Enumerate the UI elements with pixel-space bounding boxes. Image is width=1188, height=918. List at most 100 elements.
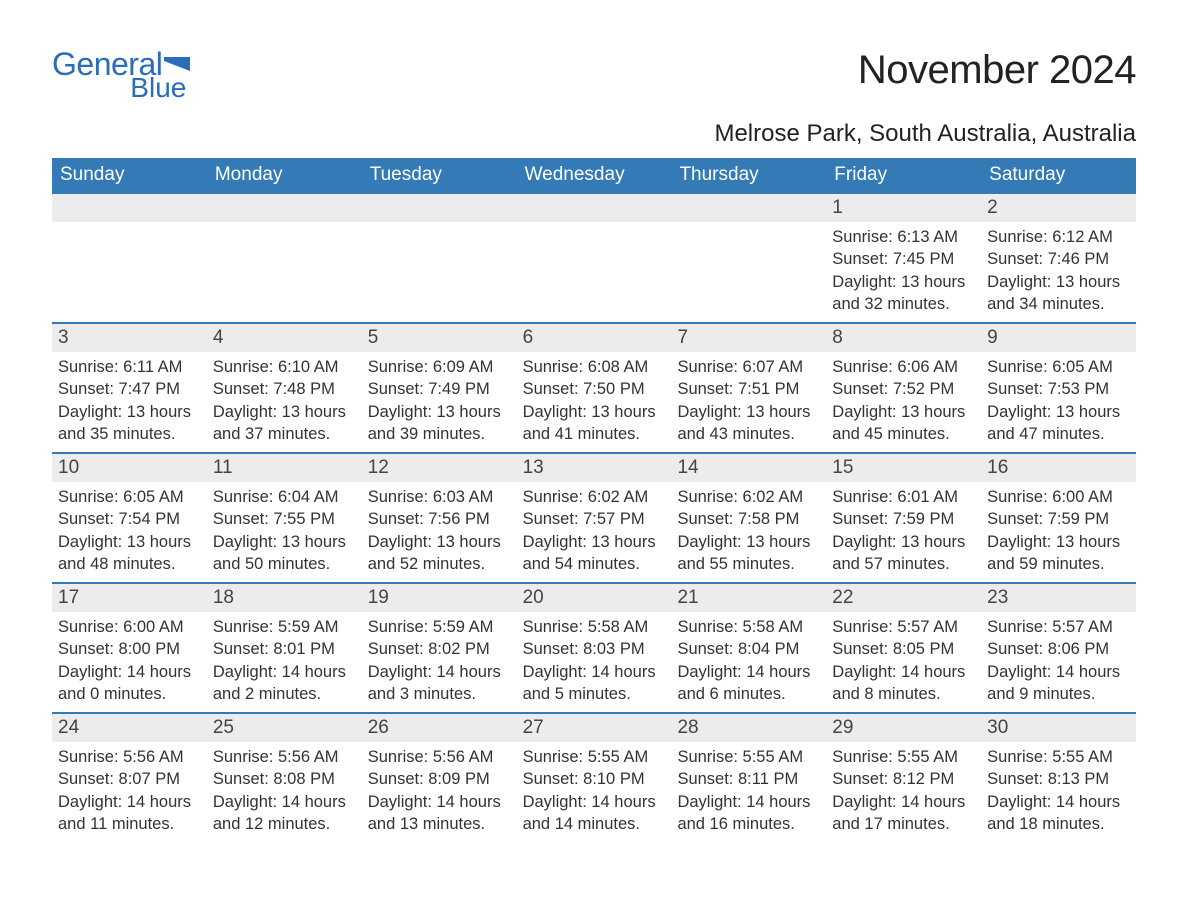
sunrise-text: Sunrise: 6:01 AM: [832, 486, 975, 508]
daylight-line2: and 37 minutes.: [213, 423, 356, 445]
day-cell: 21Sunrise: 5:58 AMSunset: 8:04 PMDayligh…: [671, 584, 826, 712]
sunset-text: Sunset: 7:51 PM: [677, 378, 820, 400]
sunrise-text: Sunrise: 6:02 AM: [677, 486, 820, 508]
day-number: [52, 194, 207, 222]
day-number: 3: [52, 324, 207, 352]
daylight-line2: and 47 minutes.: [987, 423, 1130, 445]
day-number: 23: [981, 584, 1136, 612]
daylight-line2: and 12 minutes.: [213, 813, 356, 835]
week-row: 10Sunrise: 6:05 AMSunset: 7:54 PMDayligh…: [52, 452, 1136, 582]
day-cell: 30Sunrise: 5:55 AMSunset: 8:13 PMDayligh…: [981, 714, 1136, 842]
day-number: 21: [671, 584, 826, 612]
day-content: Sunrise: 6:04 AMSunset: 7:55 PMDaylight:…: [207, 482, 362, 579]
day-content: Sunrise: 5:58 AMSunset: 8:03 PMDaylight:…: [517, 612, 672, 709]
day-cell: 24Sunrise: 5:56 AMSunset: 8:07 PMDayligh…: [52, 714, 207, 842]
day-number: [517, 194, 672, 222]
day-cell: 1Sunrise: 6:13 AMSunset: 7:45 PMDaylight…: [826, 194, 981, 322]
sunset-text: Sunset: 8:04 PM: [677, 638, 820, 660]
sunrise-text: Sunrise: 5:59 AM: [213, 616, 356, 638]
weekday-header: Monday: [207, 158, 362, 192]
daylight-line1: Daylight: 14 hours: [987, 791, 1130, 813]
sunrise-text: Sunrise: 5:57 AM: [832, 616, 975, 638]
daylight-line2: and 18 minutes.: [987, 813, 1130, 835]
daylight-line2: and 35 minutes.: [58, 423, 201, 445]
day-cell: 22Sunrise: 5:57 AMSunset: 8:05 PMDayligh…: [826, 584, 981, 712]
day-number: [207, 194, 362, 222]
sunrise-text: Sunrise: 6:08 AM: [523, 356, 666, 378]
daylight-line2: and 45 minutes.: [832, 423, 975, 445]
daylight-line1: Daylight: 14 hours: [987, 661, 1130, 683]
day-number: 22: [826, 584, 981, 612]
week-row: 24Sunrise: 5:56 AMSunset: 8:07 PMDayligh…: [52, 712, 1136, 842]
sunset-text: Sunset: 7:49 PM: [368, 378, 511, 400]
sunrise-text: Sunrise: 6:00 AM: [58, 616, 201, 638]
day-number: 27: [517, 714, 672, 742]
sunset-text: Sunset: 8:11 PM: [677, 768, 820, 790]
week-row: 3Sunrise: 6:11 AMSunset: 7:47 PMDaylight…: [52, 322, 1136, 452]
sunrise-text: Sunrise: 5:56 AM: [368, 746, 511, 768]
sunrise-text: Sunrise: 5:55 AM: [832, 746, 975, 768]
page-title: November 2024: [858, 48, 1136, 93]
sunrise-text: Sunrise: 5:58 AM: [523, 616, 666, 638]
day-content: Sunrise: 6:05 AMSunset: 7:54 PMDaylight:…: [52, 482, 207, 579]
sunset-text: Sunset: 7:53 PM: [987, 378, 1130, 400]
day-content: Sunrise: 6:10 AMSunset: 7:48 PMDaylight:…: [207, 352, 362, 449]
week-row: 1Sunrise: 6:13 AMSunset: 7:45 PMDaylight…: [52, 192, 1136, 322]
day-cell: 13Sunrise: 6:02 AMSunset: 7:57 PMDayligh…: [517, 454, 672, 582]
weekday-header: Saturday: [981, 158, 1136, 192]
day-cell: [52, 194, 207, 322]
day-content: Sunrise: 5:56 AMSunset: 8:07 PMDaylight:…: [52, 742, 207, 839]
daylight-line2: and 32 minutes.: [832, 293, 975, 315]
day-content: Sunrise: 5:57 AMSunset: 8:06 PMDaylight:…: [981, 612, 1136, 709]
day-cell: 4Sunrise: 6:10 AMSunset: 7:48 PMDaylight…: [207, 324, 362, 452]
daylight-line1: Daylight: 13 hours: [987, 531, 1130, 553]
daylight-line1: Daylight: 13 hours: [368, 401, 511, 423]
daylight-line1: Daylight: 14 hours: [368, 791, 511, 813]
day-number: 24: [52, 714, 207, 742]
sunset-text: Sunset: 7:56 PM: [368, 508, 511, 530]
sunrise-text: Sunrise: 6:04 AM: [213, 486, 356, 508]
day-content: Sunrise: 5:55 AMSunset: 8:10 PMDaylight:…: [517, 742, 672, 839]
day-number: 26: [362, 714, 517, 742]
day-cell: 18Sunrise: 5:59 AMSunset: 8:01 PMDayligh…: [207, 584, 362, 712]
day-cell: 19Sunrise: 5:59 AMSunset: 8:02 PMDayligh…: [362, 584, 517, 712]
daylight-line1: Daylight: 14 hours: [368, 661, 511, 683]
day-content: Sunrise: 6:06 AMSunset: 7:52 PMDaylight:…: [826, 352, 981, 449]
day-content: Sunrise: 5:57 AMSunset: 8:05 PMDaylight:…: [826, 612, 981, 709]
sunset-text: Sunset: 8:00 PM: [58, 638, 201, 660]
day-content: Sunrise: 5:59 AMSunset: 8:02 PMDaylight:…: [362, 612, 517, 709]
weekday-header: Sunday: [52, 158, 207, 192]
day-cell: [517, 194, 672, 322]
day-number: 8: [826, 324, 981, 352]
sunset-text: Sunset: 7:45 PM: [832, 248, 975, 270]
sunset-text: Sunset: 7:59 PM: [987, 508, 1130, 530]
daylight-line2: and 57 minutes.: [832, 553, 975, 575]
day-content: Sunrise: 6:07 AMSunset: 7:51 PMDaylight:…: [671, 352, 826, 449]
day-content: Sunrise: 6:11 AMSunset: 7:47 PMDaylight:…: [52, 352, 207, 449]
day-content: Sunrise: 5:55 AMSunset: 8:13 PMDaylight:…: [981, 742, 1136, 839]
day-content: Sunrise: 6:12 AMSunset: 7:46 PMDaylight:…: [981, 222, 1136, 319]
sunset-text: Sunset: 7:59 PM: [832, 508, 975, 530]
daylight-line1: Daylight: 13 hours: [213, 531, 356, 553]
day-number: 29: [826, 714, 981, 742]
daylight-line1: Daylight: 13 hours: [832, 401, 975, 423]
daylight-line2: and 43 minutes.: [677, 423, 820, 445]
sunrise-text: Sunrise: 5:55 AM: [677, 746, 820, 768]
day-number: 19: [362, 584, 517, 612]
sunrise-text: Sunrise: 6:03 AM: [368, 486, 511, 508]
day-content: Sunrise: 6:13 AMSunset: 7:45 PMDaylight:…: [826, 222, 981, 319]
day-content: Sunrise: 6:00 AMSunset: 8:00 PMDaylight:…: [52, 612, 207, 709]
daylight-line1: Daylight: 13 hours: [987, 271, 1130, 293]
day-cell: [671, 194, 826, 322]
daylight-line2: and 13 minutes.: [368, 813, 511, 835]
day-content: Sunrise: 6:03 AMSunset: 7:56 PMDaylight:…: [362, 482, 517, 579]
daylight-line2: and 59 minutes.: [987, 553, 1130, 575]
daylight-line1: Daylight: 13 hours: [58, 531, 201, 553]
sunrise-text: Sunrise: 5:56 AM: [213, 746, 356, 768]
day-number: 14: [671, 454, 826, 482]
day-number: 2: [981, 194, 1136, 222]
sunrise-text: Sunrise: 5:56 AM: [58, 746, 201, 768]
day-content: Sunrise: 6:00 AMSunset: 7:59 PMDaylight:…: [981, 482, 1136, 579]
sunset-text: Sunset: 8:07 PM: [58, 768, 201, 790]
day-content: Sunrise: 5:55 AMSunset: 8:11 PMDaylight:…: [671, 742, 826, 839]
